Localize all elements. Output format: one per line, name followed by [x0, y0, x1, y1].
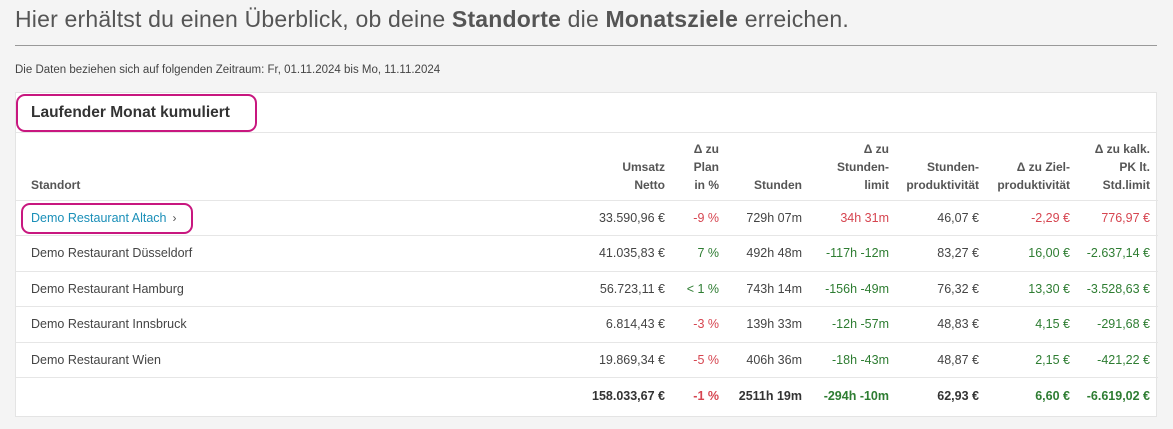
table-row-altach: Demo Restaurant Altach › 33.590,96 € -9 %…: [16, 199, 1158, 236]
produktivitaet-cell: 48,87 €: [897, 341, 987, 378]
total-label-cell: [16, 377, 551, 413]
produktivitaet-cell: 76,32 €: [897, 270, 987, 307]
plan-cell: < 1 %: [673, 270, 727, 307]
chevron-right-icon[interactable]: ›: [172, 210, 177, 225]
location-link-altach[interactable]: Demo Restaurant Altach: [31, 210, 167, 225]
stunden-cell: 729h 07m: [727, 199, 810, 236]
total-limit: -294h -10m: [810, 377, 897, 413]
total-plan: -1 %: [673, 377, 727, 413]
col-header-plan[interactable]: Δ zu Plan in %: [693, 141, 719, 192]
plan-cell: -3 %: [673, 306, 727, 342]
umsatz-cell: 19.869,34 €: [551, 341, 673, 378]
total-pk: -6.619,02 €: [1078, 377, 1158, 413]
produktivitaet-cell: 48,83 €: [897, 306, 987, 342]
plan-cell: 7 %: [673, 235, 727, 271]
ziel-cell: 2,15 €: [987, 341, 1078, 378]
stunden-cell: 743h 14m: [727, 270, 810, 307]
limit-cell: -156h -49m: [810, 270, 897, 307]
plan-cell: -5 %: [673, 341, 727, 378]
headline-bold-monatsziele: Monatsziele: [605, 6, 739, 32]
table-row-duesseldorf: Demo Restaurant Düsseldorf 41.035,83 € 7…: [16, 235, 1158, 271]
table-row-hamburg: Demo Restaurant Hamburg 56.723,11 € < 1 …: [16, 270, 1158, 307]
total-umsatz: 158.033,67 €: [551, 377, 673, 413]
col-header-stundenlimit[interactable]: Δ zu Stunden-limit: [837, 141, 889, 192]
col-header-zielproduktivitaet[interactable]: Δ zu Ziel-produktivität: [997, 159, 1070, 192]
umsatz-cell: 41.035,83 €: [551, 235, 673, 271]
ziel-cell: 4,15 €: [987, 306, 1078, 342]
cumulative-month-card: Laufender Monat kumuliert Standort Umsat…: [15, 92, 1158, 417]
location-name: Demo Restaurant Hamburg: [16, 270, 551, 307]
plan-cell: -9 %: [673, 199, 727, 236]
total-ziel: 6,60 €: [987, 377, 1078, 413]
produktivitaet-cell: 46,07 €: [897, 199, 987, 236]
location-name: Demo Restaurant Innsbruck: [16, 306, 551, 342]
table-row-innsbruck: Demo Restaurant Innsbruck 6.814,43 € -3 …: [16, 306, 1158, 342]
col-header-umsatz[interactable]: Umsatz Netto: [622, 159, 665, 192]
limit-cell: -18h -43m: [810, 341, 897, 378]
table-row-wien: Demo Restaurant Wien 19.869,34 € -5 % 40…: [16, 341, 1158, 378]
headline-bold-standorte: Standorte: [451, 6, 562, 32]
table-total-row: 158.033,67 € -1 % 2511h 19m -294h -10m 6…: [16, 377, 1158, 413]
limit-cell: 34h 31m: [810, 199, 897, 236]
headline-divider: [15, 45, 1157, 46]
stunden-cell: 492h 48m: [727, 235, 810, 271]
card-title: Laufender Monat kumuliert: [31, 104, 230, 121]
stunden-cell: 139h 33m: [727, 306, 810, 342]
card-divider: [16, 132, 1156, 133]
umsatz-cell: 33.590,96 €: [551, 199, 673, 236]
period-text: Die Daten beziehen sich auf folgenden Ze…: [15, 64, 441, 76]
col-header-standort[interactable]: Standort: [31, 177, 81, 192]
limit-cell: -12h -57m: [810, 306, 897, 342]
umsatz-cell: 56.723,11 €: [551, 270, 673, 307]
location-name: Demo Restaurant Düsseldorf: [16, 235, 551, 271]
col-header-stunden[interactable]: Stunden: [754, 177, 802, 192]
ziel-cell: 13,30 €: [987, 270, 1078, 307]
pk-cell: 776,97 €: [1078, 199, 1158, 236]
total-produktivitaet: 62,93 €: [897, 377, 987, 413]
headline-part2: die: [561, 6, 606, 32]
headline-part3: erreichen.: [738, 6, 849, 32]
location-cell: Demo Restaurant Altach ›: [16, 199, 551, 236]
pk-cell: -2.637,14 €: [1078, 235, 1158, 271]
total-stunden: 2511h 19m: [727, 377, 810, 413]
location-name: Demo Restaurant Wien: [16, 341, 551, 378]
pk-cell: -3.528,63 €: [1078, 270, 1158, 307]
stunden-cell: 406h 36m: [727, 341, 810, 378]
produktivitaet-cell: 83,27 €: [897, 235, 987, 271]
pk-cell: -291,68 €: [1078, 306, 1158, 342]
umsatz-cell: 6.814,43 €: [551, 306, 673, 342]
col-header-pk[interactable]: Δ zu kalk. PK lt. Std.limit: [1094, 141, 1150, 192]
headline-part1: Hier erhältst du einen Überblick, ob dei…: [15, 6, 452, 32]
title-highlight-ring: [16, 94, 257, 132]
locations-table: Standort Umsatz Netto Δ zu Plan in % Stunde…: [16, 133, 1158, 413]
limit-cell: -117h -12m: [810, 235, 897, 271]
ziel-cell: 16,00 €: [987, 235, 1078, 271]
ziel-cell: -2,29 €: [987, 199, 1078, 236]
col-header-produktivitaet[interactable]: Stunden-produktivität: [906, 159, 979, 192]
table-header-row: Standort Umsatz Netto Δ zu Plan in % Stunde…: [16, 133, 1158, 200]
page-headline: Hier erhältst du einen Überblick, ob dei…: [15, 6, 849, 33]
pk-cell: -421,22 €: [1078, 341, 1158, 378]
